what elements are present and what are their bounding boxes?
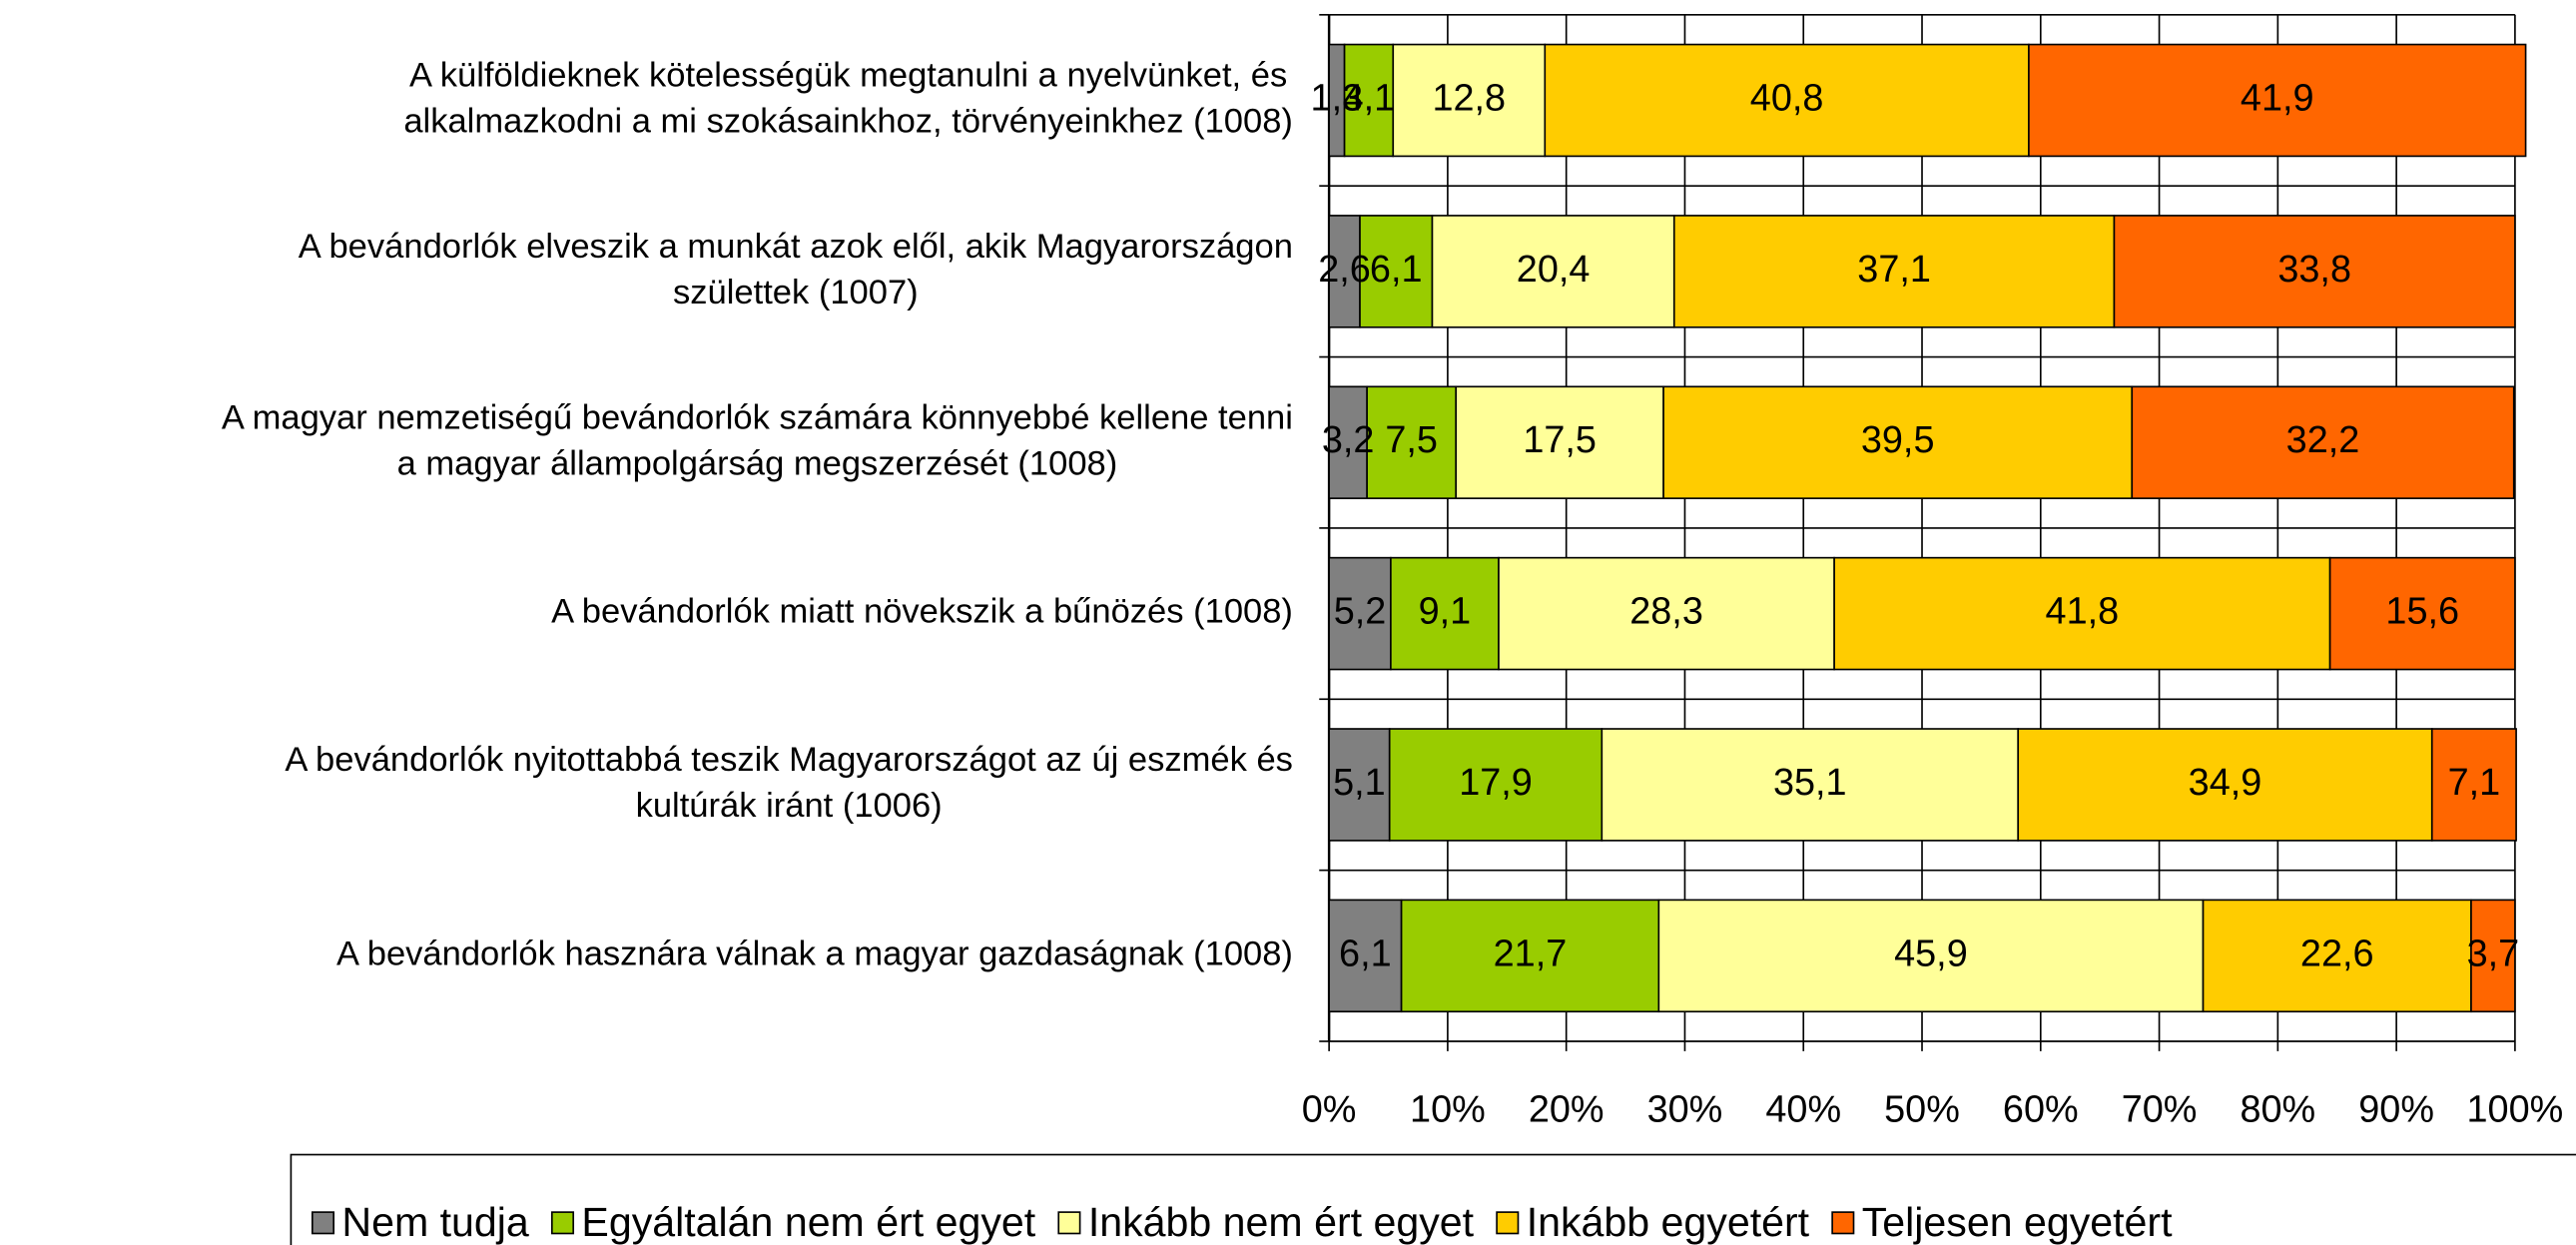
data-label: 15,6 <box>2385 591 2459 633</box>
bar-segment <box>1390 556 1500 671</box>
bar-segment <box>1328 385 1368 499</box>
x-tick-label: 60% <box>2003 1089 2079 1131</box>
data-label: 3,2 <box>1322 419 1375 461</box>
data-label: 12,8 <box>1432 77 1506 119</box>
data-label: 4,1 <box>1343 77 1396 119</box>
labels: 0% 10% 20% 30% 40% 50% 60% 70% 80% 90% 100% 1,34,1 1… <box>222 57 2563 1131</box>
y-tick-label: kultúrák iránt (1006) <box>636 787 943 825</box>
bar-segment <box>2017 728 2433 842</box>
x-tick-label: 50% <box>1884 1089 1960 1131</box>
bar-segment <box>1328 215 1361 328</box>
data-label: 41,8 <box>2046 591 2120 633</box>
data-label: 6,1 <box>1339 933 1392 974</box>
bar-segment <box>2328 556 2516 671</box>
bar-segment <box>1672 215 2116 328</box>
data-label: 17,5 <box>1523 419 1597 461</box>
data-label: 7,5 <box>1385 419 1438 461</box>
data-label: 7,1 <box>2448 762 2501 804</box>
data-label: 32,2 <box>2286 419 2360 461</box>
bar-segment <box>2028 43 2527 158</box>
bar-segment <box>1662 385 2134 499</box>
y-tick-label: A külföldieknek kötelességük megtanulni … <box>409 57 1287 95</box>
data-label: 45,9 <box>1894 933 1968 974</box>
legend-label: Egyáltalán nem ért egyet <box>581 1199 1035 1245</box>
bar-segment <box>1400 899 1660 1013</box>
bar-segment <box>1657 899 2205 1013</box>
data-label: 21,7 <box>1494 933 1568 974</box>
data-label: 37,1 <box>1857 249 1931 291</box>
data-label: 20,4 <box>1517 249 1591 291</box>
legend-label: Inkább nem ért egyet <box>1088 1199 1475 1245</box>
data-label: 39,5 <box>1861 419 1935 461</box>
bar-segment <box>2430 728 2517 842</box>
data-label: 6,1 <box>1370 249 1423 291</box>
bar-segment <box>1392 43 1547 158</box>
bar-segment <box>2470 899 2516 1013</box>
data-label: 2,6 <box>1318 249 1371 291</box>
x-tick-label: 90% <box>2358 1089 2434 1131</box>
y-tick-label: A bevándorlók elveszik a munkát azok elő… <box>299 228 1293 266</box>
x-tick-label: 40% <box>1765 1089 1841 1131</box>
data-label: 33,8 <box>2277 249 2351 291</box>
data-label: 9,1 <box>1419 591 1472 633</box>
legend-swatch <box>1831 1211 1855 1235</box>
data-label: 34,9 <box>2189 762 2262 804</box>
y-tick-label: A bevándorlók miatt növekszik a bűnözés … <box>551 593 1293 631</box>
bars <box>1328 43 2527 1013</box>
legend-label: Inkább egyetért <box>1527 1199 1810 1245</box>
legend-label: Nem tudja <box>341 1199 528 1245</box>
bar-segment <box>1455 385 1664 499</box>
legend-swatch <box>1057 1211 1081 1235</box>
data-label: 35,1 <box>1773 762 1847 804</box>
x-tick-label: 0% <box>1302 1089 1357 1131</box>
x-tick-label: 30% <box>1647 1089 1723 1131</box>
data-label: 41,9 <box>2241 77 2314 119</box>
bar-segment <box>1498 556 1835 671</box>
y-tick-label: A bevándorlók nyitottabbá teszik Magyaro… <box>285 741 1293 779</box>
data-label: 1,3 <box>1311 77 1364 119</box>
data-label: 40,8 <box>1750 77 1824 119</box>
bar-segment <box>1343 43 1395 158</box>
y-tick-label: A magyar nemzetiségű bevándorlók számára… <box>222 398 1293 436</box>
x-tick-label: 10% <box>1410 1089 1486 1131</box>
x-tick-label: 100% <box>2467 1089 2564 1131</box>
bar-segment <box>1544 43 2030 158</box>
y-tick-label: alkalmazkodni a mi szokásainkhoz, törvén… <box>403 103 1293 141</box>
bar-segment <box>2113 215 2516 328</box>
bar-segment <box>1328 899 1403 1013</box>
bar-segment <box>1431 215 1675 328</box>
legend: Nem tudja Egyáltalán nem ért egyet Inkább … <box>311 1199 2173 1245</box>
data-label: 28,3 <box>1629 591 1703 633</box>
data-label: 5,1 <box>1333 762 1386 804</box>
bar-segment <box>2202 899 2472 1013</box>
bar-segment <box>1388 728 1604 842</box>
legend-swatch <box>1496 1211 1520 1235</box>
bar-segment <box>1833 556 2331 671</box>
legend-label: Teljesen egyetért <box>1862 1199 2173 1245</box>
bar-segment <box>1359 215 1434 328</box>
data-label: 3,7 <box>2467 933 2520 974</box>
x-tick-label: 80% <box>2240 1089 2315 1131</box>
data-label: 5,2 <box>1334 591 1387 633</box>
y-tick-label: A bevándorlók hasznára válnak a magyar g… <box>336 934 1293 972</box>
x-tick-label: 70% <box>2122 1089 2198 1131</box>
legend-swatch <box>311 1211 335 1235</box>
data-label: 17,9 <box>1459 762 1533 804</box>
bar-segment <box>1366 385 1458 499</box>
bar-segment <box>2131 385 2515 499</box>
y-tick-label: a magyar állampolgárság megszerzését (10… <box>397 444 1118 482</box>
legend-box <box>290 1153 2576 1245</box>
y-tick-label: születtek (1007) <box>673 274 919 311</box>
data-label: 22,6 <box>2300 933 2374 974</box>
grid <box>1319 13 2516 1051</box>
legend-swatch <box>550 1211 575 1235</box>
bar-segment <box>1328 728 1391 842</box>
bar-segment <box>1328 556 1392 671</box>
bar-segment <box>1601 728 2020 842</box>
x-tick-label: 20% <box>1529 1089 1605 1131</box>
